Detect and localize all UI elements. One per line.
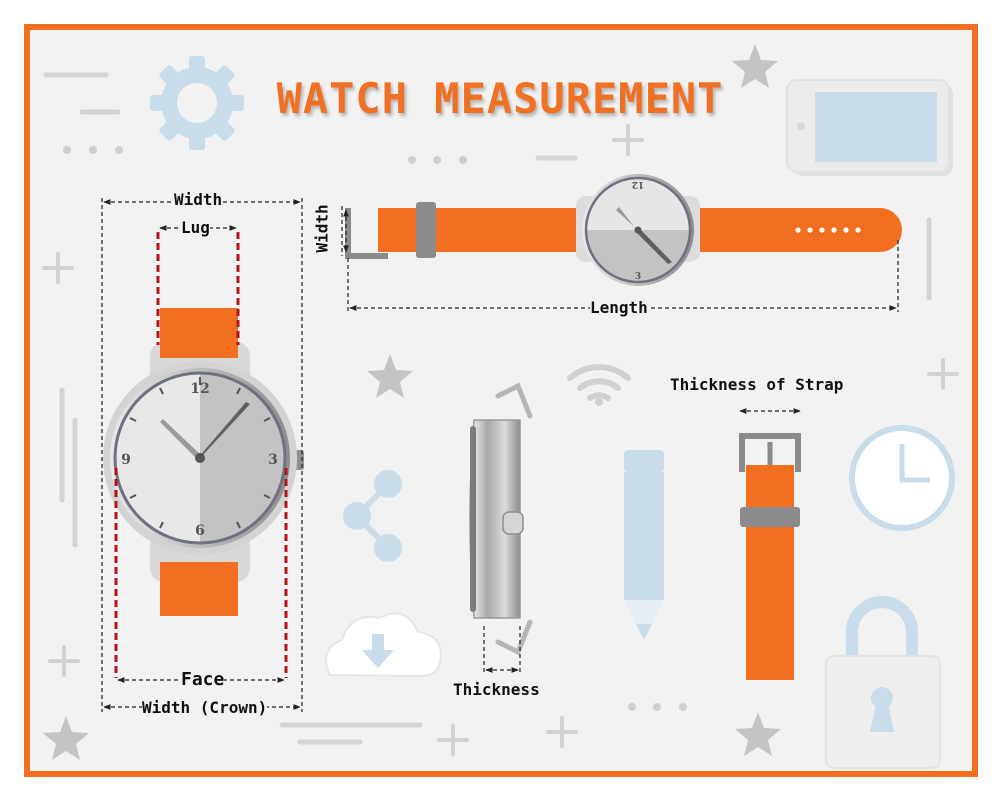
label-width-crown: Width (Crown) bbox=[142, 698, 268, 717]
strap-keeper bbox=[416, 202, 436, 258]
front-watch-illustration: 12 3 6 9 bbox=[103, 308, 304, 616]
full-strap-watch-illustration: 12 3 bbox=[345, 174, 902, 286]
lug-guides bbox=[114, 232, 288, 678]
label-length: Length bbox=[590, 298, 648, 317]
padlock-icon bbox=[825, 596, 941, 769]
label-strap-width: Width bbox=[312, 204, 332, 253]
numeral-3: 3 bbox=[268, 452, 278, 468]
label-width-top: Width bbox=[174, 190, 223, 209]
label-lug: Lug bbox=[181, 218, 210, 237]
side-crown bbox=[502, 511, 524, 535]
page-title: WATCH MEASUREMENT bbox=[276, 74, 724, 123]
top-strap bbox=[160, 308, 238, 358]
single-strap-illustration bbox=[739, 433, 801, 680]
clock-icon bbox=[849, 425, 955, 531]
cloud-download-icon bbox=[325, 612, 442, 678]
plus-icon bbox=[42, 124, 959, 756]
thickness-dimension-lines bbox=[483, 626, 521, 674]
decor-lines bbox=[43, 72, 932, 745]
label-thickness-of-strap: Thickness of Strap bbox=[670, 375, 844, 394]
gear-icon bbox=[150, 56, 244, 150]
hour-hand bbox=[160, 419, 202, 460]
watch-dial bbox=[113, 371, 287, 545]
numeral-9: 9 bbox=[121, 452, 131, 468]
side-view-watch-illustration bbox=[469, 382, 533, 656]
bottom-strap bbox=[160, 562, 238, 616]
buckle-strap bbox=[378, 208, 588, 252]
phone-icon bbox=[786, 79, 953, 176]
star-icon bbox=[43, 44, 781, 760]
numeral-12: 12 bbox=[190, 381, 209, 397]
label-face: Face bbox=[181, 669, 225, 690]
label-thickness: Thickness bbox=[453, 680, 540, 699]
pencil-icon bbox=[624, 450, 664, 640]
strap-loop bbox=[740, 507, 800, 527]
top-numeral-12: 12 bbox=[632, 179, 645, 189]
share-icon bbox=[343, 470, 402, 562]
minute-hand bbox=[198, 402, 250, 458]
wifi-icon bbox=[567, 364, 631, 406]
top-numeral-3: 3 bbox=[635, 272, 641, 282]
strap-body bbox=[746, 465, 794, 680]
numeral-6: 6 bbox=[195, 523, 205, 539]
decor-dots bbox=[63, 146, 687, 711]
